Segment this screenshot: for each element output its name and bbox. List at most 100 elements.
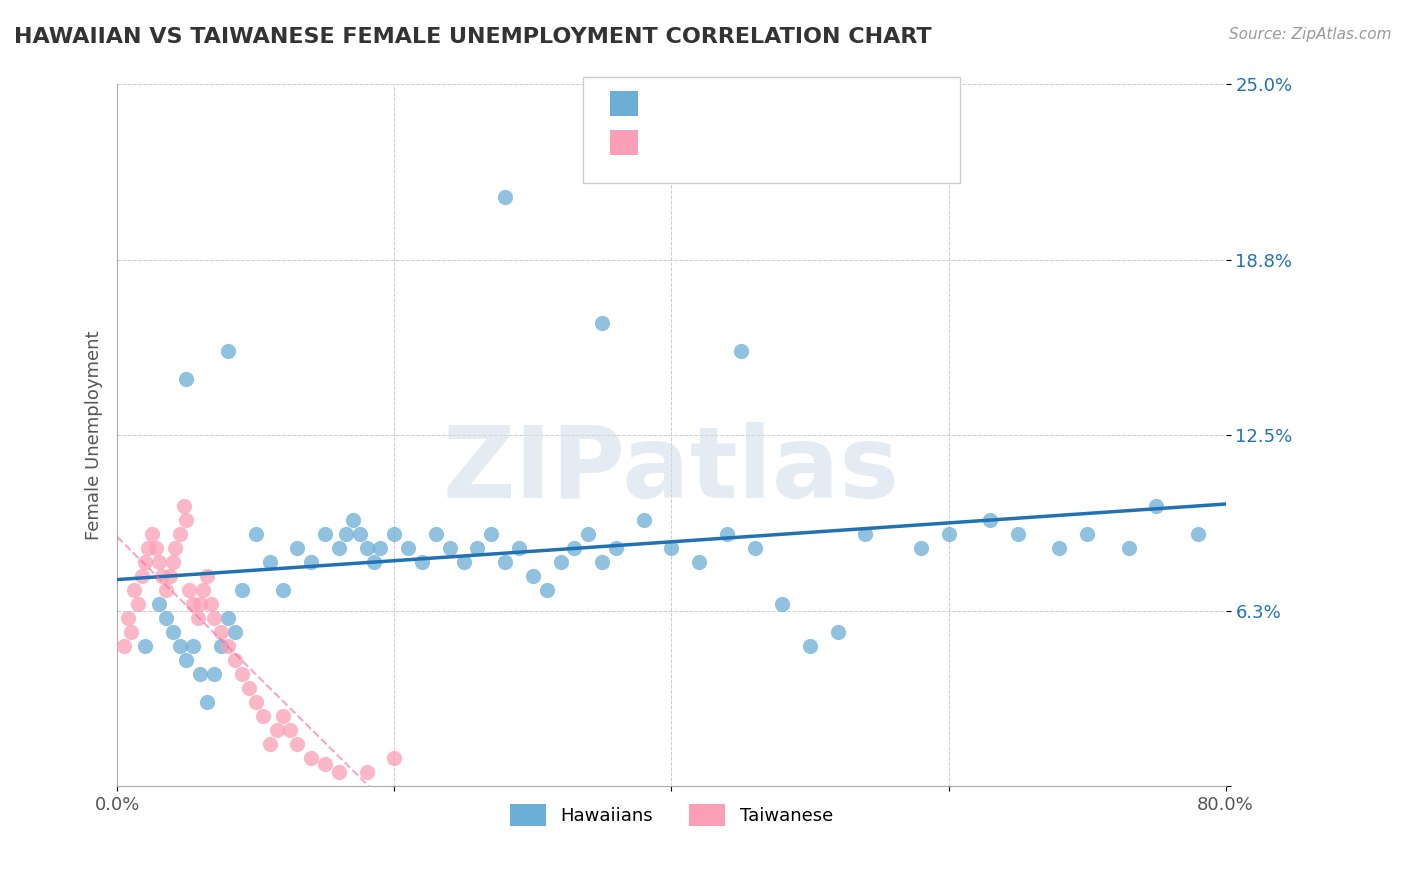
Point (176, 653, 198, 667)
Point (117, 611, 139, 625)
FancyBboxPatch shape (582, 78, 959, 183)
Point (224, 653, 246, 667)
Point (591, 316, 613, 330)
Point (439, 541, 461, 555)
Point (716, 526, 738, 541)
Point (938, 526, 960, 541)
Point (179, 582, 201, 597)
Point (202, 611, 225, 625)
FancyBboxPatch shape (610, 92, 638, 116)
Point (522, 569, 544, 583)
Point (217, 639, 239, 653)
Point (770, 597, 793, 611)
Point (633, 513, 655, 527)
Point (127, 597, 149, 611)
Point (134, 639, 156, 653)
Point (605, 541, 627, 555)
Point (591, 555, 613, 569)
Point (479, 526, 502, 541)
Point (827, 625, 849, 640)
Point (231, 582, 253, 597)
Point (188, 667, 211, 681)
Point (217, 344, 239, 359)
Point (661, 541, 683, 555)
Point (155, 611, 177, 625)
Point (536, 582, 558, 597)
Text: HAWAIIAN VS TAIWANESE FEMALE UNEMPLOYMENT CORRELATION CHART: HAWAIIAN VS TAIWANESE FEMALE UNEMPLOYMEN… (14, 27, 932, 46)
Point (122, 582, 145, 597)
Point (382, 526, 405, 541)
Point (169, 639, 191, 653)
Point (165, 541, 187, 555)
Point (176, 513, 198, 527)
Point (183, 639, 205, 653)
Point (273, 582, 295, 597)
Point (356, 765, 378, 780)
Point (411, 555, 433, 569)
Point (131, 569, 153, 583)
Point (370, 541, 392, 555)
Point (285, 737, 308, 751)
Point (173, 499, 195, 513)
Point (1187, 526, 1209, 541)
Point (508, 541, 530, 555)
Point (224, 625, 246, 640)
Point (155, 582, 177, 597)
Point (335, 526, 357, 541)
Point (467, 541, 489, 555)
Point (314, 526, 336, 541)
Point (259, 737, 281, 751)
Point (188, 597, 211, 611)
Point (209, 639, 232, 653)
Point (183, 597, 205, 611)
Point (1076, 526, 1098, 541)
Point (148, 597, 170, 611)
Point (245, 526, 267, 541)
Y-axis label: Female Unemployment: Female Unemployment (86, 331, 103, 541)
Point (328, 765, 350, 780)
Point (979, 513, 1001, 527)
Point (231, 667, 253, 681)
Point (273, 709, 295, 723)
Point (494, 190, 516, 204)
FancyBboxPatch shape (610, 130, 638, 154)
Point (162, 625, 184, 640)
Point (396, 541, 419, 555)
Point (120, 625, 142, 640)
Point (1047, 541, 1070, 555)
Point (363, 555, 385, 569)
Point (209, 625, 232, 640)
Point (217, 611, 239, 625)
Point (425, 526, 447, 541)
Point (550, 555, 572, 569)
Point (799, 639, 821, 653)
Point (187, 611, 209, 625)
Point (134, 555, 156, 569)
Point (195, 569, 218, 583)
Point (191, 582, 214, 597)
Point (141, 526, 163, 541)
Point (252, 709, 274, 723)
Point (576, 526, 599, 541)
Point (238, 681, 260, 696)
Text: R =  0.175   N = 67: R = 0.175 N = 67 (650, 95, 825, 113)
Point (688, 555, 710, 569)
Point (200, 597, 222, 611)
Point (245, 695, 267, 709)
Point (148, 555, 170, 569)
Point (328, 541, 350, 555)
Point (202, 667, 225, 681)
Point (356, 541, 378, 555)
Point (299, 555, 322, 569)
Legend: Hawaiians, Taiwanese: Hawaiians, Taiwanese (502, 797, 841, 834)
Point (453, 555, 475, 569)
Point (744, 541, 766, 555)
Point (342, 513, 364, 527)
Point (266, 723, 288, 738)
Point (176, 372, 198, 386)
Point (382, 751, 405, 765)
Point (314, 757, 336, 772)
Point (494, 555, 516, 569)
Point (280, 723, 302, 738)
Point (136, 541, 159, 555)
